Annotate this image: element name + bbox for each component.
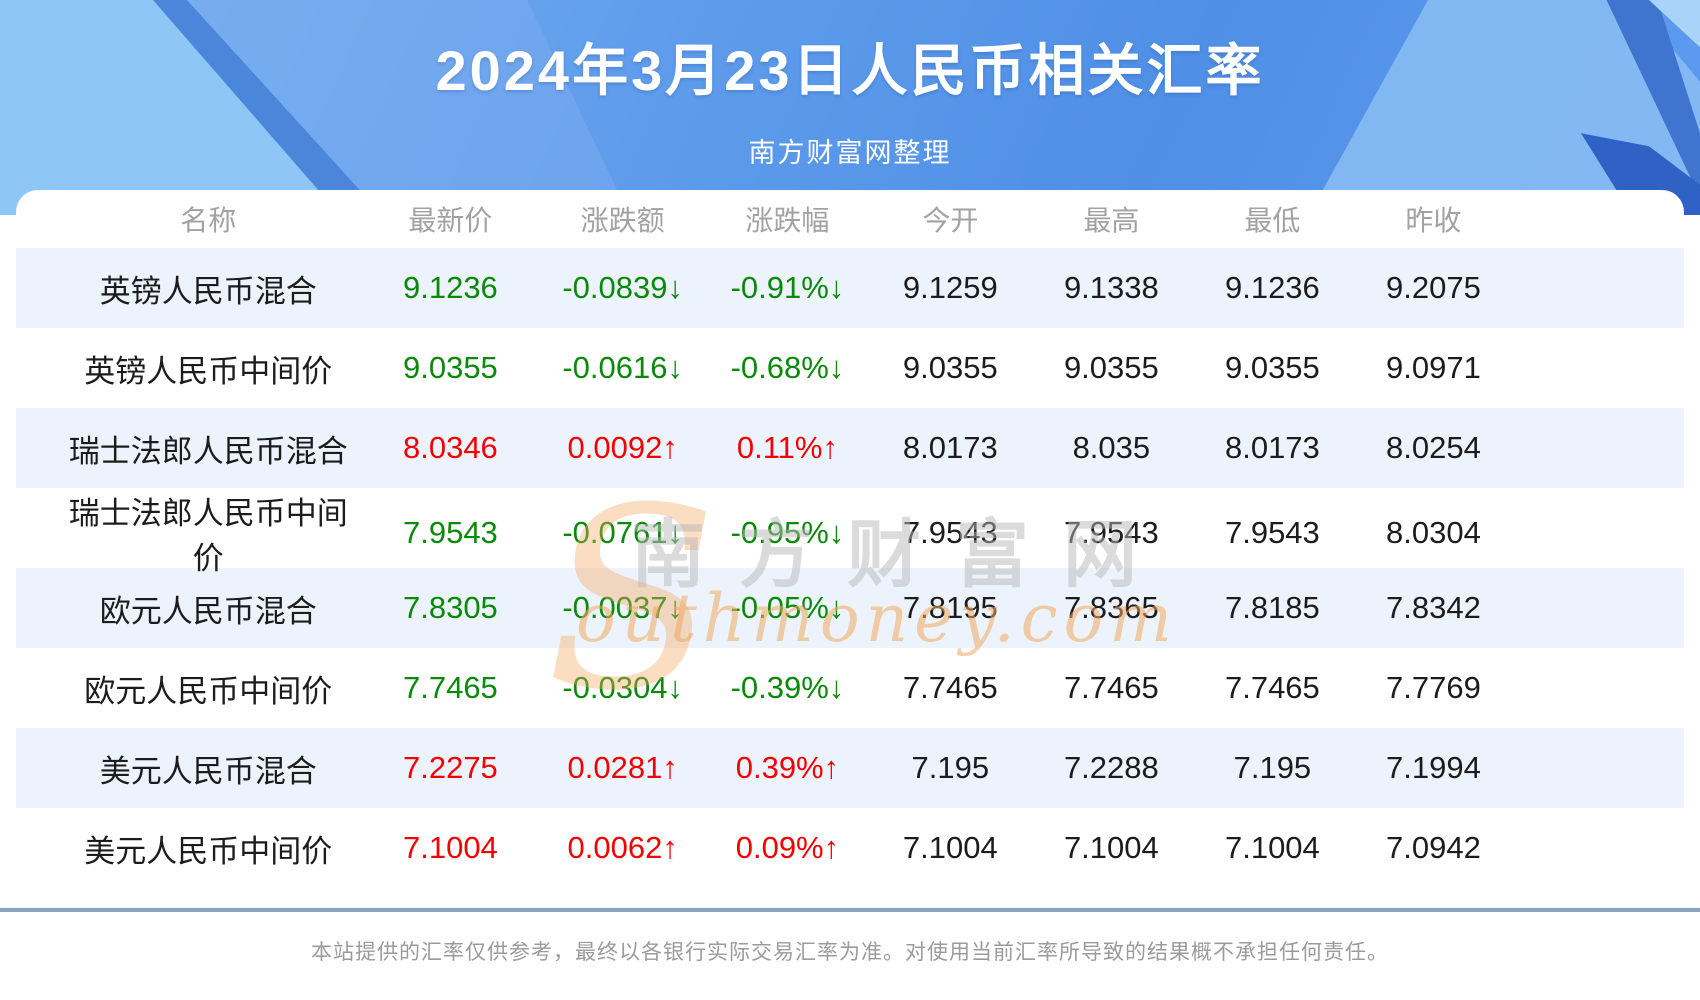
column-header-change: 涨跌额 bbox=[580, 205, 665, 236]
column-header-high: 最高 bbox=[1083, 205, 1140, 236]
cell-last: 9.0355 bbox=[402, 350, 498, 385]
cell-high: 9.0355 bbox=[1063, 350, 1159, 385]
cell-last: 7.7465 bbox=[402, 670, 498, 705]
cell-open: 7.8195 bbox=[902, 590, 998, 625]
table-row: 美元人民币中间价 7.1004 0.0062↑ 0.09%↑ 7.1004 7.… bbox=[16, 808, 1514, 888]
cell-open: 8.0173 bbox=[902, 430, 998, 465]
cell-open: 9.1259 bbox=[902, 270, 998, 305]
column-header-pct: 涨跌幅 bbox=[745, 205, 830, 236]
cell-low: 7.195 bbox=[1233, 750, 1312, 785]
cell-prev: 7.0942 bbox=[1386, 830, 1481, 865]
page-title: 2024年3月23日人民币相关汇率 bbox=[435, 39, 1265, 102]
cell-name: 美元人民币中间价 bbox=[84, 833, 333, 869]
table-row: 瑞士法郎人民币混合 8.0346 0.0092↑ 0.11%↑ 8.0173 8… bbox=[16, 408, 1514, 488]
cell-change: 0.0062↑ bbox=[567, 830, 678, 865]
cell-last: 7.8305 bbox=[402, 590, 498, 625]
cell-name: 美元人民币混合 bbox=[99, 753, 317, 789]
cell-prev: 9.0971 bbox=[1386, 350, 1481, 385]
cell-name: 欧元人民币中间价 bbox=[84, 673, 333, 709]
cell-change: -0.0304↓ bbox=[562, 670, 683, 705]
table-row: 美元人民币混合 7.2275 0.0281↑ 0.39%↑ 7.195 7.22… bbox=[16, 728, 1514, 808]
cell-pct: -0.68%↓ bbox=[730, 350, 845, 385]
cell-high: 7.1004 bbox=[1063, 830, 1159, 865]
cell-pct: -0.39%↓ bbox=[730, 670, 845, 705]
cell-low: 7.9543 bbox=[1224, 515, 1320, 550]
disclaimer-text: 本站提供的汇率仅供参考，最终以各银行实际交易汇率为准。对使用当前汇率所导致的结果… bbox=[311, 941, 1389, 964]
cell-high: 7.8365 bbox=[1063, 590, 1159, 625]
cell-name: 英镑人民币中间价 bbox=[84, 353, 333, 389]
cell-open: 9.0355 bbox=[902, 350, 998, 385]
cell-pct: -0.05%↓ bbox=[730, 590, 845, 625]
cell-pct: 0.11%↑ bbox=[736, 430, 838, 465]
hero-banner: 2024年3月23日人民币相关汇率 南方财富网整理 bbox=[0, 0, 1700, 215]
cell-high: 8.035 bbox=[1072, 430, 1151, 465]
cell-low: 7.1004 bbox=[1224, 830, 1320, 865]
cell-low: 9.1236 bbox=[1224, 270, 1320, 305]
table-header-row: 名称 最新价 涨跌额 涨跌幅 今开 最高 最低 昨收 bbox=[16, 190, 1514, 248]
cell-name: 瑞士法郎人民币中间价 bbox=[68, 496, 348, 576]
cell-last: 7.1004 bbox=[402, 830, 498, 865]
column-header-prev: 昨收 bbox=[1405, 205, 1462, 236]
table-row: 瑞士法郎人民币中间价 7.9543 -0.0761↓ -0.95%↓ 7.954… bbox=[16, 488, 1514, 576]
cell-change: -0.0037↓ bbox=[562, 590, 683, 625]
cell-open: 7.9543 bbox=[902, 515, 998, 550]
page-subtitle: 南方财富网整理 bbox=[748, 138, 952, 168]
cell-open: 7.7465 bbox=[902, 670, 998, 705]
cell-change: 0.0281↑ bbox=[567, 750, 678, 785]
footer-divider bbox=[0, 908, 1700, 912]
cell-change: 0.0092↑ bbox=[567, 430, 678, 465]
table-row: 欧元人民币混合 7.8305 -0.0037↓ -0.05%↓ 7.8195 7… bbox=[16, 568, 1514, 648]
cell-name: 英镑人民币混合 bbox=[99, 273, 317, 309]
cell-pct: -0.95%↓ bbox=[730, 515, 845, 550]
table-row: 英镑人民币混合 9.1236 -0.0839↓ -0.91%↓ 9.1259 9… bbox=[16, 248, 1514, 328]
column-header-last: 最新价 bbox=[408, 205, 493, 236]
cell-high: 7.7465 bbox=[1063, 670, 1159, 705]
cell-name: 瑞士法郎人民币混合 bbox=[68, 433, 348, 469]
cell-change: -0.0616↓ bbox=[562, 350, 683, 385]
cell-pct: 0.09%↑ bbox=[735, 830, 840, 865]
rates-card: 名称 最新价 涨跌额 涨跌幅 今开 最高 最低 昨收 英镑人民币混合 9.123… bbox=[16, 190, 1684, 888]
cell-change: -0.0839↓ bbox=[562, 270, 683, 305]
cell-last: 8.0346 bbox=[402, 430, 498, 465]
cell-low: 7.8185 bbox=[1224, 590, 1320, 625]
cell-pct: 0.39%↑ bbox=[735, 750, 840, 785]
table-row: 欧元人民币中间价 7.7465 -0.0304↓ -0.39%↓ 7.7465 … bbox=[16, 648, 1514, 728]
cell-open: 7.1004 bbox=[902, 830, 998, 865]
cell-last: 9.1236 bbox=[402, 270, 498, 305]
cell-high: 7.9543 bbox=[1063, 515, 1159, 550]
cell-low: 9.0355 bbox=[1224, 350, 1320, 385]
cell-prev: 7.7769 bbox=[1386, 670, 1481, 705]
cell-prev: 7.1994 bbox=[1386, 750, 1481, 785]
cell-change: -0.0761↓ bbox=[562, 515, 683, 550]
cell-last: 7.9543 bbox=[402, 515, 498, 550]
column-header-low: 最低 bbox=[1244, 205, 1301, 236]
cell-prev: 8.0304 bbox=[1386, 515, 1481, 550]
cell-low: 8.0173 bbox=[1224, 430, 1320, 465]
cell-last: 7.2275 bbox=[402, 750, 498, 785]
cell-prev: 9.2075 bbox=[1386, 270, 1481, 305]
cell-high: 9.1338 bbox=[1063, 270, 1159, 305]
cell-low: 7.7465 bbox=[1224, 670, 1320, 705]
table-row: 英镑人民币中间价 9.0355 -0.0616↓ -0.68%↓ 9.0355 … bbox=[16, 328, 1514, 408]
cell-name: 欧元人民币混合 bbox=[99, 593, 317, 629]
cell-open: 7.195 bbox=[911, 750, 990, 785]
cell-pct: -0.91%↓ bbox=[730, 270, 845, 305]
column-header-open: 今开 bbox=[922, 205, 979, 236]
cell-prev: 8.0254 bbox=[1386, 430, 1481, 465]
table-body: 英镑人民币混合 9.1236 -0.0839↓ -0.91%↓ 9.1259 9… bbox=[16, 248, 1514, 888]
column-header-name: 名称 bbox=[180, 205, 237, 236]
cell-prev: 7.8342 bbox=[1386, 590, 1481, 625]
cell-high: 7.2288 bbox=[1063, 750, 1159, 785]
